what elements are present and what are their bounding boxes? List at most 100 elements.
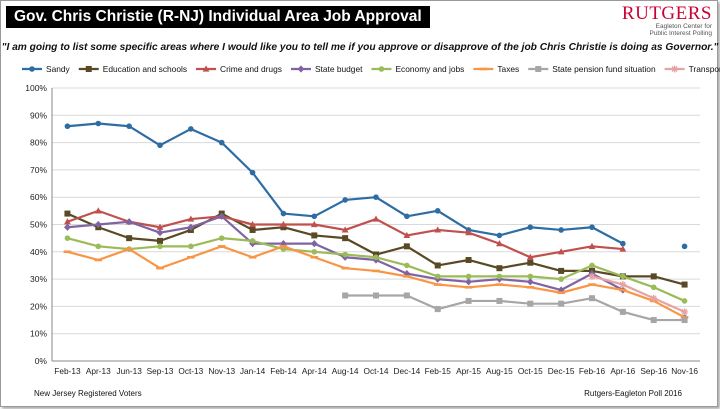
x-tick-label: Feb-13: [54, 366, 81, 376]
data-point: [479, 67, 488, 71]
footer-population: New Jersey Registered Voters: [34, 389, 142, 398]
logo-subtext-1: Eagleton Center for: [655, 23, 712, 30]
data-point: [526, 285, 535, 289]
data-point: [248, 255, 257, 259]
y-tick-label: 70%: [30, 165, 47, 175]
data-point: [188, 243, 194, 250]
x-tick-label: Feb-14: [270, 366, 297, 376]
data-point: [558, 267, 565, 274]
data-point: [558, 300, 565, 307]
data-point: [496, 240, 503, 247]
data-point: [156, 266, 164, 270]
legend-label: Crime and drugs: [220, 64, 282, 74]
data-point: [311, 213, 318, 220]
data-point: [311, 249, 318, 255]
data-point: [589, 262, 595, 269]
y-tick-label: 0%: [35, 356, 48, 366]
data-point: [310, 255, 319, 259]
x-tick-label: Apr-16: [610, 366, 635, 376]
data-point: [64, 235, 71, 241]
data-point: [527, 273, 534, 280]
data-point: [589, 295, 595, 302]
data-point: [558, 276, 564, 282]
x-tick-label: Sep-16: [640, 366, 667, 376]
data-point: [588, 283, 596, 286]
data-point: [187, 215, 195, 222]
logo-subtext-2: Public Interest Polling: [649, 30, 712, 37]
data-point: [297, 65, 305, 73]
x-tick-label: Aug-15: [486, 366, 513, 376]
data-point: [588, 272, 596, 280]
chart-title: Gov. Chris Christie (R-NJ) Individual Ar…: [6, 6, 430, 28]
x-tick-label: Feb-16: [579, 366, 606, 376]
footer-source: Rutgers-Eagleton Poll 2016: [584, 389, 682, 398]
data-point: [619, 245, 627, 252]
data-point: [157, 243, 163, 250]
data-point: [558, 227, 564, 233]
survey-question: "I am going to list some specific areas …: [1, 42, 719, 53]
data-point: [496, 232, 503, 239]
data-point: [619, 281, 627, 289]
data-point: [557, 291, 565, 295]
data-point: [620, 273, 626, 280]
data-point: [465, 273, 472, 280]
data-point: [372, 269, 380, 273]
y-tick-label: 10%: [30, 329, 47, 339]
data-point: [496, 297, 503, 304]
data-point: [404, 262, 410, 269]
series-line: [67, 209, 623, 259]
x-tick-label: Apr-13: [86, 366, 111, 376]
data-point: [280, 224, 287, 231]
data-point: [620, 240, 626, 247]
data-point: [85, 66, 92, 72]
x-tick-label: Dec-15: [548, 366, 575, 376]
data-point: [681, 308, 689, 316]
data-point: [681, 317, 688, 324]
y-tick-label: 20%: [30, 301, 47, 311]
data-point: [403, 243, 410, 250]
data-point: [526, 253, 534, 260]
data-point: [373, 292, 379, 299]
data-point: [403, 231, 411, 239]
data-point: [342, 197, 348, 203]
data-point: [589, 224, 595, 231]
data-point: [527, 259, 534, 266]
data-point: [249, 238, 256, 244]
y-tick-label: 50%: [30, 220, 47, 230]
data-point: [63, 250, 72, 254]
data-point: [125, 218, 133, 226]
legend-label: State budget: [315, 64, 363, 74]
y-tick-label: 40%: [30, 247, 47, 257]
data-point: [464, 285, 473, 289]
x-tick-label: Aug-14: [332, 366, 359, 376]
data-point: [465, 256, 472, 263]
data-point: [434, 273, 441, 280]
data-point: [218, 235, 225, 241]
data-point: [342, 251, 348, 258]
data-point: [527, 300, 534, 307]
x-tick-label: Dec-14: [393, 366, 420, 376]
data-point: [434, 226, 442, 233]
data-point: [373, 254, 379, 261]
data-point: [188, 126, 194, 132]
x-tick-label: Apr-14: [302, 366, 327, 376]
x-tick-label: Nov-13: [208, 366, 235, 376]
data-point: [434, 306, 441, 313]
x-tick-label: Sep-13: [147, 366, 174, 376]
data-point: [650, 317, 657, 324]
data-point: [125, 247, 133, 251]
data-point: [671, 65, 679, 73]
x-tick-label: Nov-16: [671, 366, 698, 376]
data-point: [95, 120, 102, 127]
data-point: [378, 66, 385, 72]
data-point: [187, 223, 195, 231]
data-point: [249, 169, 256, 176]
data-point: [311, 232, 318, 239]
data-point: [342, 235, 349, 242]
data-point: [202, 65, 210, 72]
data-point: [249, 226, 256, 233]
data-point: [465, 278, 472, 286]
y-tick-label: 100%: [25, 83, 47, 93]
